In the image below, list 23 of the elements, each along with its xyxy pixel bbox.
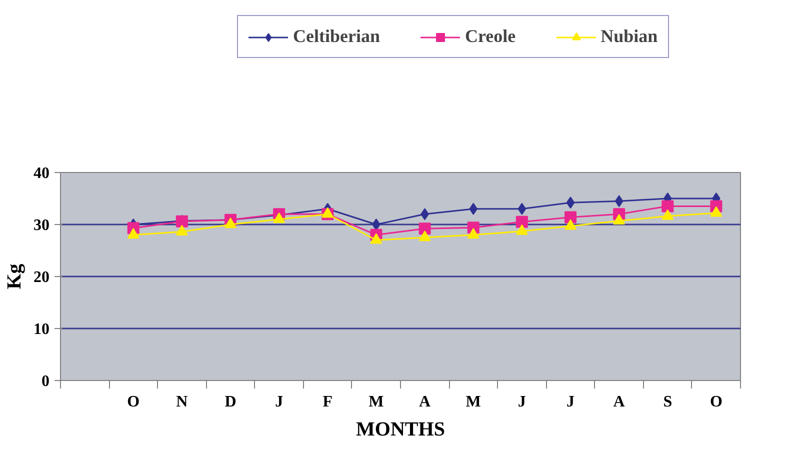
x-tick-label: J (518, 394, 526, 410)
x-tick-label: F (322, 394, 333, 410)
y-tick-label: 0 (42, 373, 50, 390)
legend-label: Creole (465, 26, 516, 47)
legend-label: Nubian (600, 26, 658, 47)
legend-label: Celtiberian (293, 26, 380, 47)
x-tick-label: S (663, 394, 672, 410)
x-axis-title: MONTHS (356, 418, 445, 440)
y-tick-label: 20 (34, 269, 50, 286)
x-tick-label: A (419, 394, 432, 410)
x-tick-label: M (466, 394, 481, 410)
x-tick-label: O (127, 394, 140, 410)
x-tick-label: J (275, 394, 284, 410)
x-tick-label: O (710, 394, 722, 410)
y-tick-label: 10 (34, 321, 50, 338)
x-tick-label: D (224, 394, 236, 410)
y-tick-label: 40 (34, 165, 50, 182)
x-tick-label: A (613, 394, 626, 410)
x-tick-label: N (176, 394, 188, 410)
x-tick-label: J (566, 394, 574, 410)
y-tick-label: 30 (34, 217, 50, 234)
x-tick-label: M (368, 394, 384, 410)
y-axis-title: Kg (4, 264, 26, 290)
